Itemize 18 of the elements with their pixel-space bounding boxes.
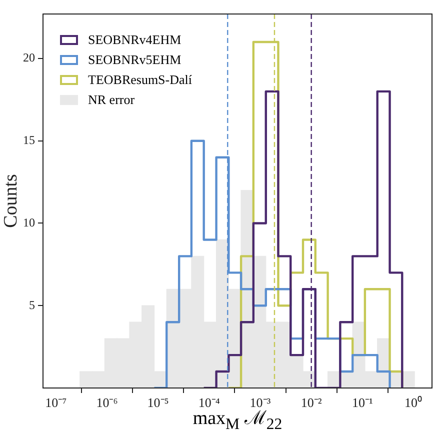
x-tick-label: 10⁻⁶ <box>96 395 118 410</box>
y-tick-label: 20 <box>23 50 35 65</box>
y-axis-title: Counts <box>0 174 22 228</box>
x-tick-label: 10⁰ <box>404 395 423 410</box>
x-tick-label: 10⁻² <box>300 395 322 410</box>
y-tick-label: 15 <box>23 133 35 148</box>
x-tick-label: 10⁻⁴ <box>198 395 220 410</box>
legend-label: NR error <box>88 91 135 109</box>
legend-label: SEOBNRv5EHM <box>88 51 182 69</box>
x-tick-label: 10⁻¹ <box>352 395 373 410</box>
x-tick-label: 10⁻⁵ <box>147 395 169 410</box>
x-axis-title: max$_{M}$ ℳ$_{22}$ <box>192 408 282 433</box>
legend-label: SEOBNRv4EHM <box>88 31 182 49</box>
x-tick-label: 10⁻³ <box>250 395 271 410</box>
legend-label: TEOBResumS-Dalí <box>88 71 192 89</box>
y-tick-label: 10 <box>23 215 35 230</box>
y-tick-label: 5 <box>29 298 35 312</box>
x-tick-label: 10⁻⁷ <box>45 395 67 410</box>
